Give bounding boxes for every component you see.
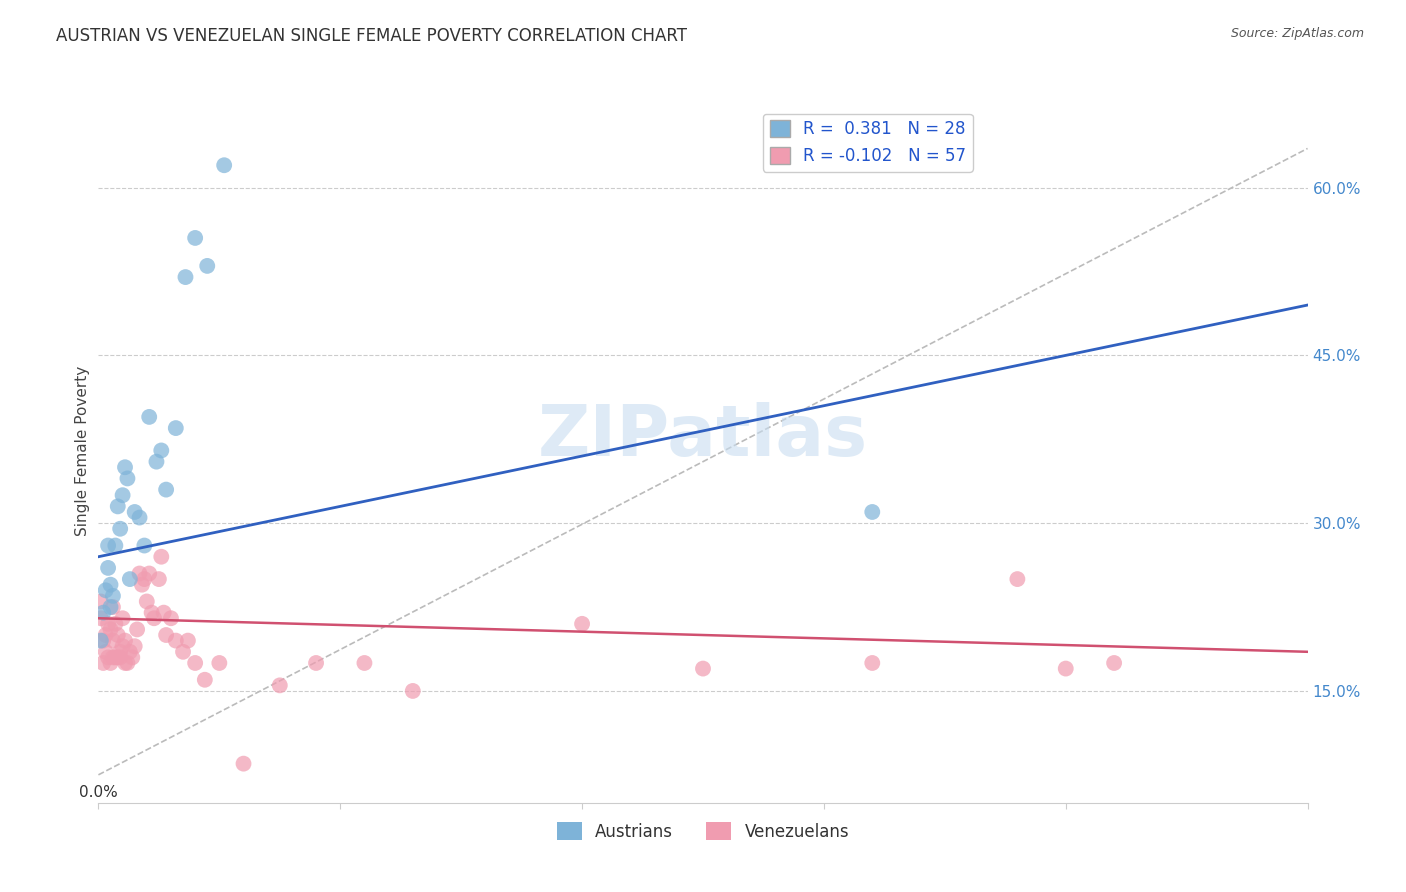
Point <box>124 505 146 519</box>
Point <box>177 633 200 648</box>
Point <box>128 510 150 524</box>
Point <box>232 756 254 771</box>
Point <box>134 539 156 553</box>
Point <box>90 594 112 608</box>
Point <box>90 633 112 648</box>
Y-axis label: Single Female Poverty: Single Female Poverty <box>75 366 90 535</box>
Point <box>692 662 714 676</box>
Text: AUSTRIAN VS VENEZUELAN SINGLE FEMALE POVERTY CORRELATION CHART: AUSTRIAN VS VENEZUELAN SINGLE FEMALE POV… <box>56 27 688 45</box>
Point <box>97 539 120 553</box>
Point <box>1007 572 1029 586</box>
Point <box>135 594 157 608</box>
Point <box>152 606 174 620</box>
Point <box>1102 656 1125 670</box>
Point <box>141 606 163 620</box>
Point <box>860 656 883 670</box>
Point <box>138 566 160 581</box>
Point <box>114 633 136 648</box>
Point <box>111 639 134 653</box>
Point <box>860 505 883 519</box>
Point <box>100 600 122 615</box>
Point <box>128 566 150 581</box>
Point <box>148 572 170 586</box>
Point <box>117 656 139 670</box>
Point <box>97 616 120 631</box>
Point <box>108 645 131 659</box>
Point <box>91 656 114 670</box>
Point <box>571 616 593 631</box>
Point <box>184 231 207 245</box>
Point <box>269 678 291 692</box>
Point <box>212 158 235 172</box>
Point <box>94 628 117 642</box>
Point <box>104 616 127 631</box>
Point <box>195 259 218 273</box>
Legend: Austrians, Venezuelans: Austrians, Venezuelans <box>550 816 856 847</box>
Point <box>138 409 160 424</box>
Text: Source: ZipAtlas.com: Source: ZipAtlas.com <box>1230 27 1364 40</box>
Point <box>174 270 197 285</box>
Point <box>353 656 375 670</box>
Point <box>121 650 143 665</box>
Point <box>165 633 187 648</box>
Point <box>94 645 117 659</box>
Point <box>107 500 129 514</box>
Point <box>184 656 207 670</box>
Point <box>100 623 122 637</box>
Point <box>97 561 120 575</box>
Point <box>134 572 156 586</box>
Point <box>111 488 134 502</box>
Point <box>131 577 153 591</box>
Point <box>118 645 141 659</box>
Point <box>145 455 167 469</box>
Point <box>305 656 328 670</box>
Point <box>90 611 112 625</box>
Point <box>155 483 177 497</box>
Point <box>107 628 129 642</box>
Point <box>165 421 187 435</box>
Point <box>104 539 127 553</box>
Point <box>194 673 217 687</box>
Point <box>150 549 173 564</box>
Point <box>1054 662 1077 676</box>
Point <box>127 623 149 637</box>
Point <box>143 611 166 625</box>
Point <box>114 460 136 475</box>
Point <box>104 650 127 665</box>
Point <box>108 522 131 536</box>
Point <box>100 656 122 670</box>
Text: ZIPatlas: ZIPatlas <box>538 402 868 471</box>
Point <box>108 650 131 665</box>
Point <box>402 684 425 698</box>
Point <box>172 645 194 659</box>
Point <box>97 650 120 665</box>
Point <box>124 639 146 653</box>
Point <box>150 443 173 458</box>
Point <box>107 650 129 665</box>
Text: 0.0%: 0.0% <box>79 785 118 800</box>
Point <box>118 572 141 586</box>
Point <box>208 656 231 670</box>
Point <box>101 600 124 615</box>
Point <box>91 633 114 648</box>
Point <box>117 471 139 485</box>
Point <box>111 611 134 625</box>
Point <box>160 611 183 625</box>
Point <box>101 589 124 603</box>
Point <box>101 650 124 665</box>
Point <box>114 656 136 670</box>
Point <box>91 606 114 620</box>
Point <box>101 633 124 648</box>
Point <box>100 577 122 591</box>
Point <box>94 583 117 598</box>
Point <box>155 628 177 642</box>
